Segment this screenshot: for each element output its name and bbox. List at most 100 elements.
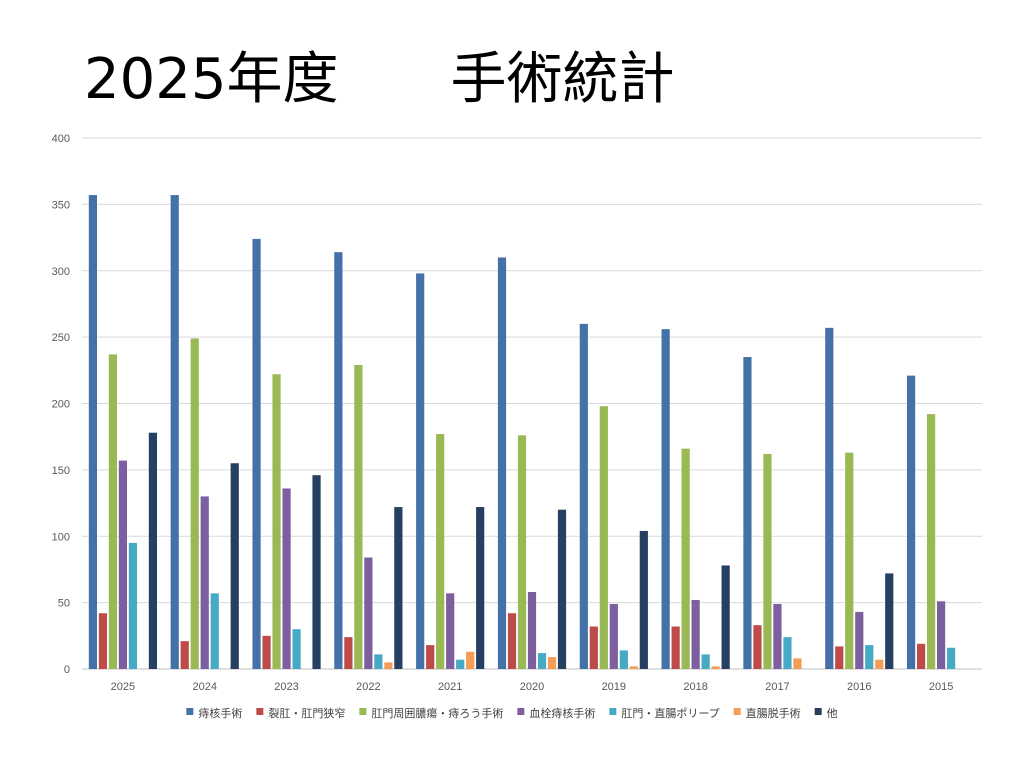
legend-label: 痔核手術 (198, 706, 242, 720)
bar (793, 658, 802, 669)
x-tick-label: 2019 (602, 681, 626, 693)
bar (436, 434, 445, 669)
y-axis-ticks: 0 50 100 150 200 250 300 350 400 (52, 133, 70, 676)
x-tick-label: 2024 (192, 681, 216, 693)
bar (639, 530, 648, 669)
x-tick-label: 2021 (438, 681, 462, 693)
bar (936, 601, 946, 669)
bar (517, 435, 527, 669)
bar (835, 646, 844, 669)
bar (579, 323, 588, 669)
bar (753, 625, 762, 669)
legend-item: 痔核手術 (186, 706, 242, 720)
bar (865, 645, 874, 669)
bar (252, 238, 261, 669)
bar (629, 666, 638, 669)
bar (456, 659, 465, 669)
legend-swatch (186, 708, 194, 715)
x-tick-label: 2025 (111, 681, 135, 693)
bar (599, 406, 608, 669)
x-tick-label: 2018 (683, 681, 707, 693)
bar (661, 329, 670, 669)
bar (537, 653, 547, 669)
bar (701, 654, 710, 669)
bar (875, 659, 884, 669)
bar (527, 592, 537, 669)
bar (394, 507, 403, 669)
bar (230, 463, 239, 669)
bar (190, 338, 199, 669)
bar (711, 666, 720, 669)
bar (312, 475, 321, 669)
bar (557, 509, 567, 669)
x-tick-label: 2020 (520, 681, 544, 693)
legend-item: 肛門・直腸ポリープ (609, 706, 720, 720)
bar (210, 593, 219, 669)
bar (589, 626, 598, 669)
legend-swatch (359, 708, 367, 715)
bar (619, 650, 628, 669)
bar (344, 637, 353, 669)
bar (743, 357, 752, 669)
bar (609, 603, 618, 669)
bar (926, 414, 936, 669)
y-tick-label: 50 (58, 598, 70, 610)
x-tick-label: 2015 (929, 681, 953, 693)
legend-swatch (733, 708, 741, 715)
x-tick-label: 2022 (356, 681, 380, 693)
bar (773, 603, 782, 669)
bar (721, 565, 730, 669)
bar (845, 452, 854, 669)
bar (691, 599, 700, 669)
bar (128, 542, 138, 669)
y-tick-label: 200 (52, 399, 70, 411)
bar (180, 641, 189, 669)
bar (384, 662, 393, 669)
bar (946, 647, 956, 669)
legend-swatch (517, 708, 525, 715)
bar (282, 488, 291, 669)
bar (783, 637, 792, 669)
bar (885, 573, 894, 669)
bar (334, 252, 343, 669)
y-tick-label: 300 (52, 266, 70, 278)
y-tick-label: 250 (52, 332, 70, 344)
bar (507, 613, 517, 669)
bar (262, 635, 271, 669)
plot-area (88, 195, 956, 669)
bar (416, 273, 425, 669)
bar (763, 453, 772, 669)
y-tick-label: 100 (52, 531, 70, 543)
bar (170, 195, 179, 669)
bar (547, 657, 557, 669)
bar (292, 629, 301, 669)
bar (148, 432, 158, 669)
bar (200, 496, 209, 669)
bar (272, 374, 281, 669)
legend: 痔核手術 裂肛・肛門狭窄 肛門周囲膿瘍・痔ろう手術 血栓痔核手術 肛門・直腸ポリープ 直腸… (186, 706, 838, 720)
x-tick-label: 2017 (765, 681, 789, 693)
legend-label: 裂肛・肛門狭窄 (268, 706, 345, 720)
bar (681, 448, 690, 669)
bar (825, 327, 834, 669)
legend-swatch (256, 708, 264, 715)
x-tick-label: 2023 (274, 681, 298, 693)
legend-label: 血栓痔核手術 (529, 706, 595, 720)
bar (88, 195, 98, 669)
bar (466, 651, 475, 669)
x-axis-ticks: 2025 2024 2023 2022 2021 2020 2019 2018 2017 2016… (111, 681, 954, 693)
legend-item: 肛門周囲膿瘍・痔ろう手術 (359, 706, 503, 720)
bar (476, 507, 485, 669)
bar (98, 613, 108, 669)
legend-item: 血栓痔核手術 (517, 706, 595, 720)
bar (354, 365, 363, 669)
legend-label: 肛門周囲膿瘍・痔ろう手術 (371, 706, 503, 720)
bar (671, 626, 680, 669)
bar (118, 460, 128, 669)
y-tick-label: 400 (52, 133, 70, 145)
legend-swatch (609, 708, 617, 715)
bar (497, 257, 507, 669)
bar (108, 354, 118, 669)
legend-label: 肛門・直腸ポリープ (621, 706, 719, 720)
